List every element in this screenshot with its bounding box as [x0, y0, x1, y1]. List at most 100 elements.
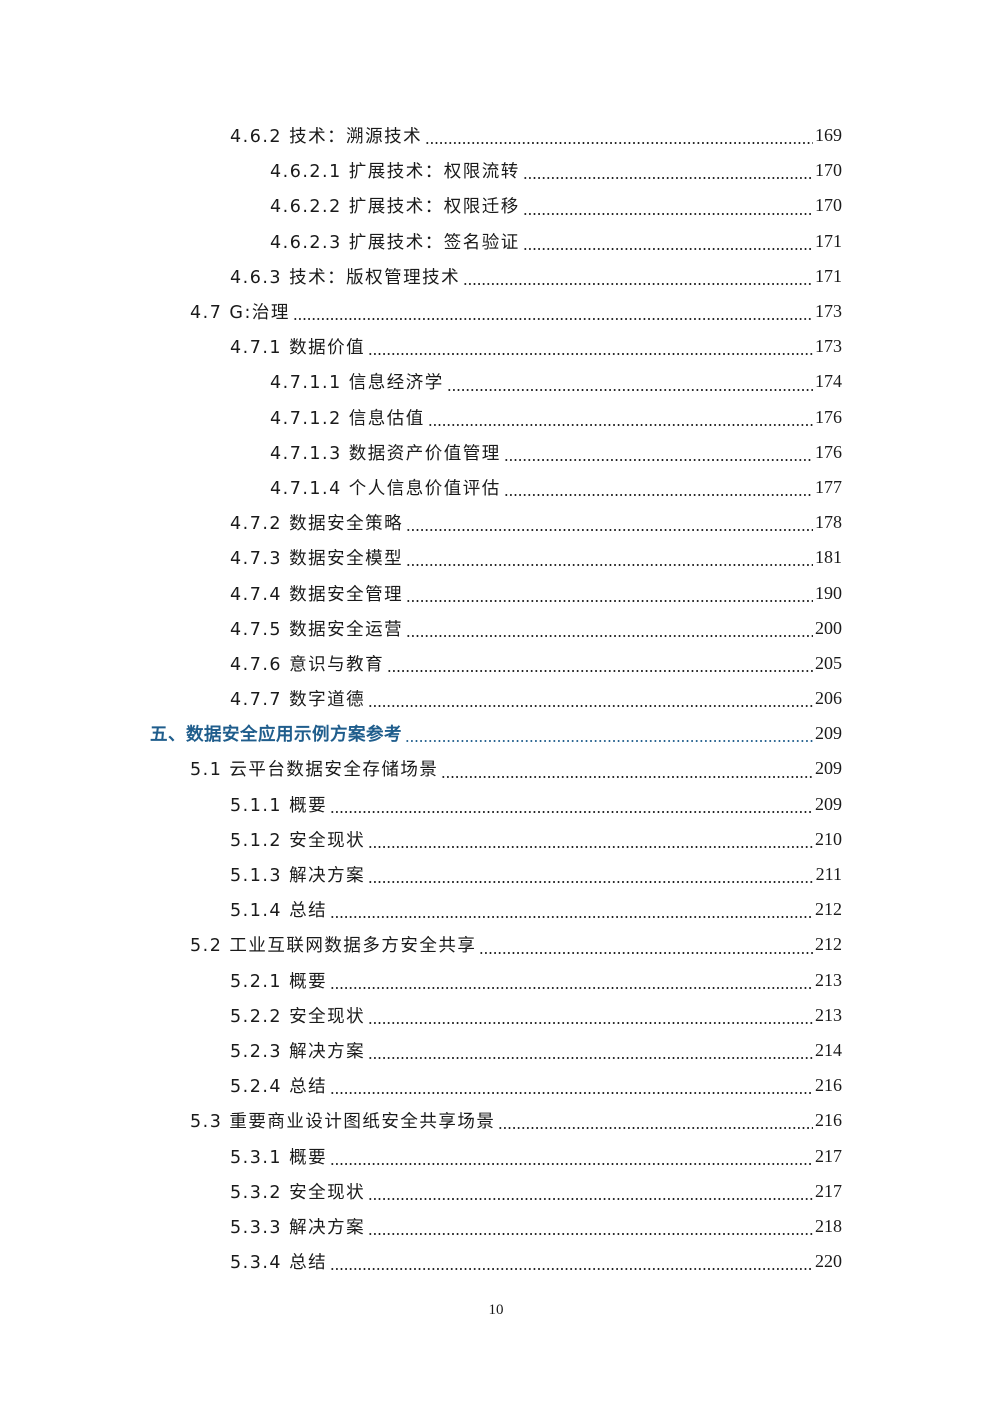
toc-entry-page: 176 [815, 406, 842, 427]
toc-entry-title: 5.2.2 安全现状 [230, 1006, 366, 1027]
toc-entry-title: 5.3 重要商业设计图纸安全共享场景 [190, 1112, 496, 1133]
toc-entry[interactable]: 4.6.2.1 扩展技术：权限流转 170 [0, 153, 992, 188]
toc-dot-leader [292, 318, 813, 321]
toc-entry-page: 171 [815, 265, 842, 286]
toc-dot-leader [330, 916, 813, 919]
toc-entry[interactable]: 5.2.2 安全现状 213 [0, 998, 992, 1033]
toc-entry[interactable]: 5.2.3 解决方案 214 [0, 1033, 992, 1068]
toc-dot-leader [330, 986, 813, 989]
toc-entry-page: 212 [815, 899, 842, 920]
toc-entry[interactable]: 5.3.2 安全现状 217 [0, 1174, 992, 1209]
toc-dot-leader [368, 1057, 813, 1060]
toc-entry[interactable]: 4.7.3 数据安全模型 181 [0, 540, 992, 575]
toc-entry-title: 5.1 云平台数据安全存储场景 [190, 760, 439, 781]
toc-entry[interactable]: 4.7.1.1 信息经济学 174 [0, 364, 992, 399]
toc-entry[interactable]: 5.3.1 概要 217 [0, 1138, 992, 1173]
toc-entry-page: 173 [815, 336, 842, 357]
toc-entry-title: 4.6.3 技术：版权管理技术 [230, 267, 461, 288]
toc-entry-title: 5.1.1 概要 [230, 795, 328, 816]
toc-dot-leader [368, 845, 813, 848]
toc-entry-page: 205 [815, 652, 842, 673]
toc-entry-title: 4.7.6 意识与教育 [230, 654, 385, 675]
toc-entry-title: 5.2 工业互联网数据多方安全共享 [190, 936, 477, 957]
toc-entry-page: 176 [815, 441, 842, 462]
toc-entry-title: 4.6.2.3 扩展技术：签名验证 [270, 232, 520, 253]
toc-entry[interactable]: 4.7.1.4 个人信息价值评估 177 [0, 470, 992, 505]
toc-entry-page: 190 [815, 582, 842, 603]
toc-entry[interactable]: 5.1.4 总结 212 [0, 892, 992, 927]
toc-entry-title: 4.6.2.2 扩展技术：权限迁移 [270, 197, 520, 218]
toc-entry[interactable]: 4.7.6 意识与教育 205 [0, 646, 992, 681]
toc-entry-page: 178 [815, 512, 842, 533]
toc-entry[interactable]: 5.1 云平台数据安全存储场景 209 [0, 751, 992, 786]
toc-entry[interactable]: 5.3.3 解决方案 218 [0, 1209, 992, 1244]
toc-entry-title: 4.7 G:治理 [190, 303, 290, 324]
toc-dot-leader [425, 142, 813, 145]
toc-entry-title: 5.3.3 解决方案 [230, 1217, 366, 1238]
toc-entry-title: 4.7.1.3 数据资产价值管理 [270, 443, 501, 464]
toc-entry-title: 5.3.4 总结 [230, 1253, 328, 1274]
toc-entry[interactable]: 5.1.1 概要 209 [0, 787, 992, 822]
toc-entry[interactable]: 4.7.4 数据安全管理 190 [0, 575, 992, 610]
toc-dot-leader [406, 599, 813, 602]
toc-dot-leader [368, 1197, 813, 1200]
toc-entry[interactable]: 4.7.1 数据价值 173 [0, 329, 992, 364]
toc-entry-page: 173 [815, 301, 842, 322]
toc-entry-page: 210 [815, 828, 842, 849]
toc-entry-page: 209 [815, 723, 842, 744]
toc-entry[interactable]: 5.2.4 总结 216 [0, 1068, 992, 1103]
toc-dot-leader [463, 282, 813, 285]
toc-entry-title: 4.7.1 数据价值 [230, 338, 366, 359]
toc-entry-page: 169 [815, 125, 842, 146]
toc-entry-page: 170 [815, 160, 842, 181]
toc-dot-leader [368, 353, 813, 356]
toc-entry-page: 211 [815, 864, 842, 885]
toc-entry[interactable]: 4.6.2 技术：溯源技术 169 [0, 118, 992, 153]
toc-entry[interactable]: 5.3 重要商业设计图纸安全共享场景 216 [0, 1103, 992, 1138]
toc-entry[interactable]: 5.3.4 总结 220 [0, 1244, 992, 1279]
toc-dot-leader [522, 212, 813, 215]
toc-entry-page: 177 [815, 476, 842, 497]
toc-entry-page: 200 [815, 617, 842, 638]
toc-entry-title: 5.2.4 总结 [230, 1077, 328, 1098]
toc-entry[interactable]: 4.6.2.2 扩展技术：权限迁移 170 [0, 188, 992, 223]
toc-entry[interactable]: 5.1.3 解决方案 211 [0, 857, 992, 892]
toc-entry-title: 4.7.5 数据安全运营 [230, 619, 404, 640]
toc-entry[interactable]: 4.7.1.2 信息估值 176 [0, 400, 992, 435]
toc-entry-title: 4.7.7 数字道德 [230, 690, 366, 711]
toc-entry-title: 5.2.1 概要 [230, 971, 328, 992]
toc-dot-leader [330, 1162, 813, 1165]
toc-chapter-entry[interactable]: 五、数据安全应用示例方案参考 209 [0, 716, 992, 751]
toc-entry-title: 4.6.2.1 扩展技术：权限流转 [270, 162, 520, 183]
toc-entry-page: 171 [815, 230, 842, 251]
toc-entry[interactable]: 4.7.5 数据安全运营 200 [0, 611, 992, 646]
toc-entry[interactable]: 5.2 工业互联网数据多方安全共享 212 [0, 927, 992, 962]
toc-dot-leader [522, 247, 813, 250]
toc-entry[interactable]: 4.7.1.3 数据资产价值管理 176 [0, 435, 992, 470]
toc-entry[interactable]: 4.7.7 数字道德 206 [0, 681, 992, 716]
toc-dot-leader [406, 564, 813, 567]
toc-entry-title: 4.7.4 数据安全管理 [230, 584, 404, 605]
toc-entry-title: 5.1.4 总结 [230, 901, 328, 922]
toc-entry[interactable]: 4.7.2 数据安全策略 178 [0, 505, 992, 540]
toc-entry-title: 4.7.2 数据安全策略 [230, 514, 404, 535]
toc-entry-page: 218 [815, 1215, 842, 1236]
toc-entry-title: 4.6.2 技术：溯源技术 [230, 127, 423, 148]
toc-dot-leader [479, 951, 813, 954]
toc-entry-title: 5.2.3 解决方案 [230, 1041, 366, 1062]
toc-entry[interactable]: 5.1.2 安全现状 210 [0, 822, 992, 857]
toc-dot-leader [503, 494, 813, 497]
toc-dot-leader [368, 1021, 813, 1024]
toc-entry[interactable]: 4.7 G:治理 173 [0, 294, 992, 329]
toc-dot-leader [330, 810, 813, 813]
toc-entry-page: 213 [815, 969, 842, 990]
toc-dot-leader [446, 388, 813, 391]
toc-dot-leader [405, 740, 813, 743]
toc-entry-page: 209 [815, 758, 842, 779]
toc-entry[interactable]: 4.6.3 技术：版权管理技术 171 [0, 259, 992, 294]
toc-entry-title: 4.7.1.4 个人信息价值评估 [270, 478, 501, 499]
toc-entry[interactable]: 5.2.1 概要 213 [0, 963, 992, 998]
toc-entry[interactable]: 4.6.2.3 扩展技术：签名验证 171 [0, 224, 992, 259]
toc-dot-leader [330, 1092, 813, 1095]
